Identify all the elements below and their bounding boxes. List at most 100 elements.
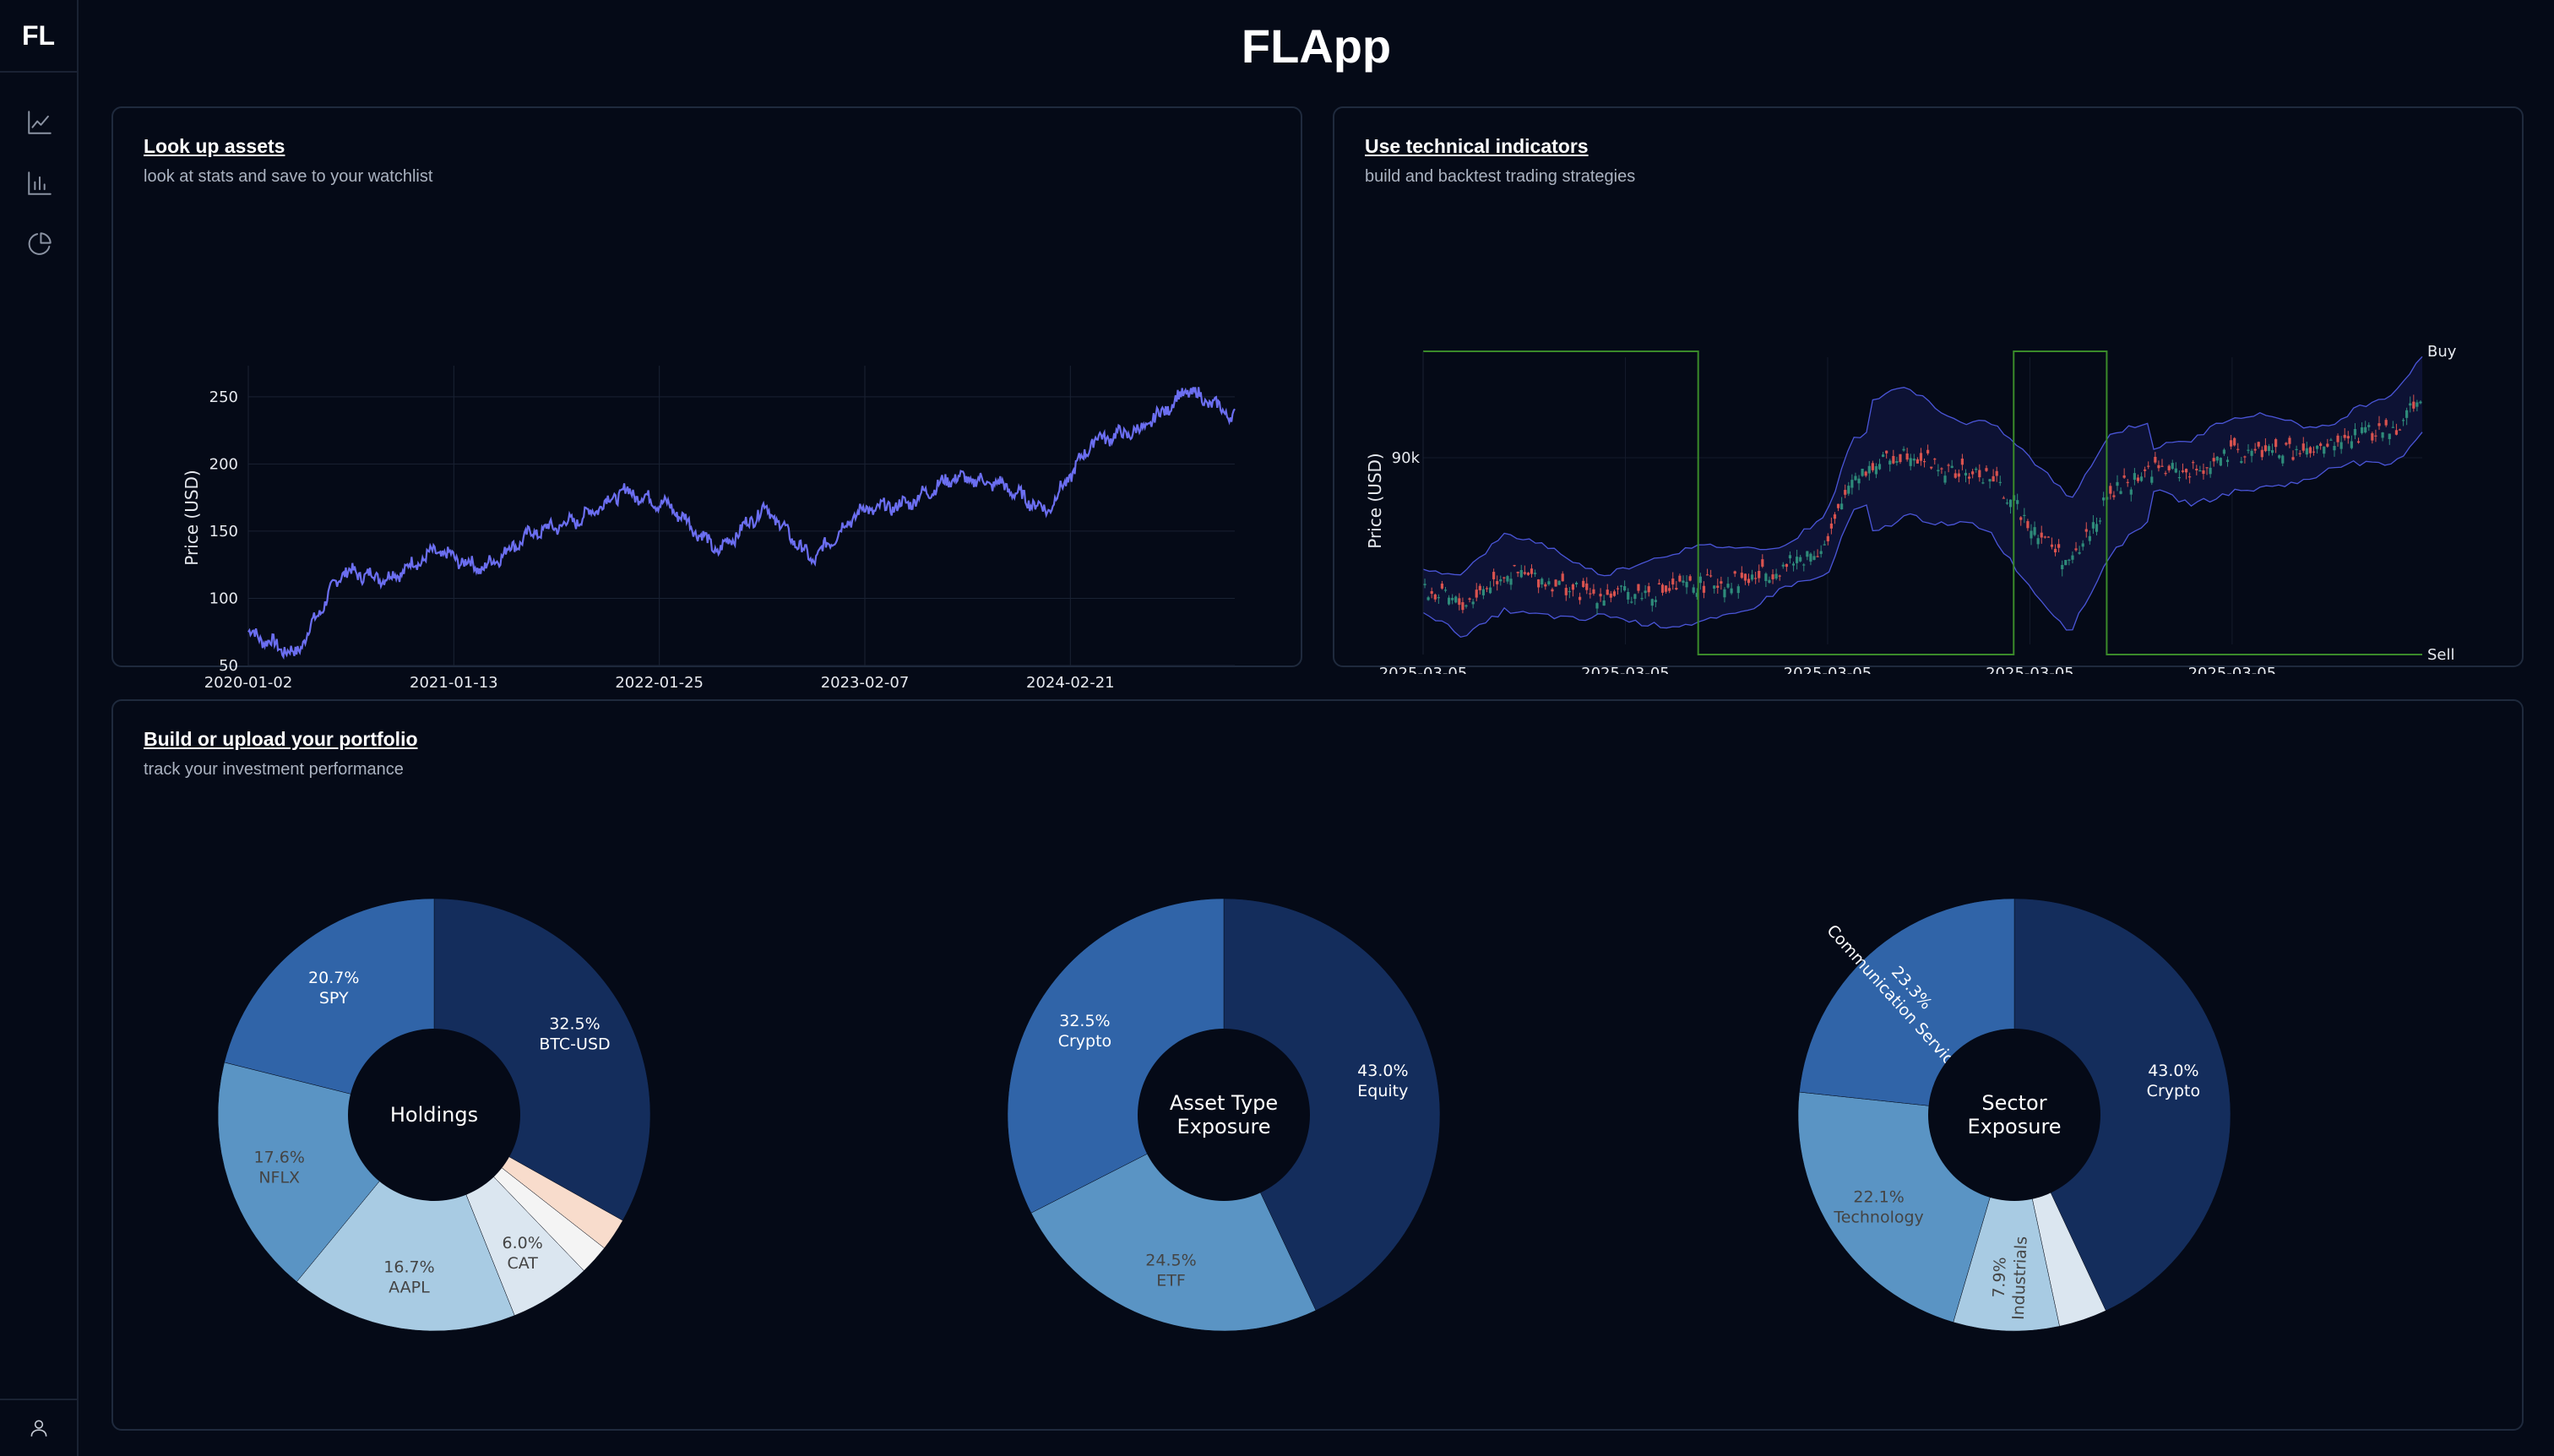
- pie-slice-label: 32.5% Crypto: [1058, 1012, 1111, 1051]
- candle-body: [2019, 517, 2023, 520]
- candle-body: [1844, 490, 1847, 495]
- candle-body: [1826, 535, 1829, 541]
- candle-body: [1881, 454, 1885, 457]
- asset-type-donut-chart[interactable]: 43.0% Equity 24.5% ETF 32.5% Crypto Asset Type…: [970, 861, 1477, 1368]
- donut-center-label: Asset Type: [1170, 1091, 1278, 1115]
- price-line-chart[interactable]: 50 100 150 200 250 2020-01-02 2021-01-13 2022-0…: [130, 260, 1287, 699]
- candle-body: [1943, 475, 1947, 483]
- candle-body: [2312, 451, 2316, 453]
- user-menu[interactable]: [0, 1399, 77, 1456]
- candle-body: [2263, 445, 2267, 452]
- candle-body: [1874, 466, 1878, 475]
- candle-body: [1705, 574, 1709, 576]
- candle-body: [2319, 443, 2323, 446]
- candle-body: [1905, 453, 1909, 460]
- candle-body: [1899, 454, 1902, 463]
- candle-body: [1654, 600, 1657, 602]
- pie-slice: [1223, 898, 1441, 1311]
- candle-body: [2167, 465, 2171, 470]
- candle-body: [2109, 486, 2112, 494]
- candle-body: [2250, 450, 2253, 456]
- pie-chart-icon[interactable]: [25, 230, 54, 258]
- candle-body: [1585, 583, 1589, 590]
- x-tick-label: 2020-01-02: [204, 674, 293, 692]
- candle-body: [1771, 574, 1774, 579]
- lower-band-line: [1422, 432, 2423, 638]
- candle-body: [1788, 555, 1792, 559]
- candle-body: [1589, 593, 1592, 595]
- candle-body: [1496, 581, 1499, 584]
- candle-body: [2033, 527, 2036, 535]
- candle-body: [1975, 468, 1978, 470]
- pie-category-label: Technology: [1833, 1208, 1923, 1226]
- pie-category-label: Equity: [1357, 1082, 1408, 1100]
- user-icon[interactable]: [28, 1417, 50, 1439]
- candle-body: [2002, 497, 2005, 499]
- candle-body: [1568, 590, 1571, 593]
- candle-body: [2150, 476, 2154, 483]
- donut-center-label: Sector: [1981, 1091, 2046, 1115]
- candle-body: [1922, 460, 1926, 463]
- technical-card: Use technical indicators build and backt…: [1333, 106, 2524, 674]
- holdings-donut-chart[interactable]: 32.5% BTC-USD 6.0% CAT 16.7% AAPL 17.6% NFLX 20.…: [181, 861, 687, 1368]
- y-tick-label: 200: [209, 455, 238, 473]
- pie-category-label: ETF: [1156, 1272, 1186, 1290]
- pie-slice-label: 22.1% Technology: [1833, 1187, 1923, 1226]
- candle-body: [1471, 601, 1475, 605]
- pie-slice-label: 17.6% NFLX: [254, 1148, 305, 1187]
- candle-body: [1426, 597, 1430, 600]
- candle-body: [1774, 573, 1778, 579]
- line-chart-icon[interactable]: [25, 108, 54, 137]
- candle-body: [1985, 468, 1988, 471]
- donut-hole: [1928, 1029, 2100, 1201]
- candle-body: [1685, 581, 1688, 588]
- candle-body: [1892, 455, 1895, 464]
- candle-body: [2195, 469, 2198, 470]
- candle-body: [2112, 495, 2116, 497]
- pie-slice-label: 43.0% Equity: [1357, 1062, 1408, 1100]
- candle-body: [1571, 584, 1575, 590]
- bar-chart-icon[interactable]: [25, 169, 54, 198]
- candle-body: [2139, 476, 2144, 481]
- candle-body: [2339, 442, 2343, 449]
- candle-body: [2095, 524, 2099, 532]
- portfolio-card-title[interactable]: Build or upload your portfolio: [144, 728, 418, 750]
- app-logo[interactable]: FL: [0, 0, 77, 73]
- technical-card-title[interactable]: Use technical indicators: [1365, 135, 1589, 157]
- candle-body: [1871, 463, 1874, 470]
- assets-card-title[interactable]: Look up assets: [144, 135, 285, 157]
- candle-body: [2415, 402, 2419, 407]
- candle-body: [1733, 571, 1736, 574]
- candle-body: [1816, 556, 1819, 557]
- candle-body: [1912, 459, 1916, 461]
- candle-body: [2401, 420, 2405, 421]
- y-tick-label: 90k: [1392, 449, 1421, 467]
- candle-body: [1513, 565, 1516, 567]
- candle-body: [1533, 573, 1537, 574]
- candle-body: [1971, 471, 1975, 475]
- candle-body: [1819, 551, 1823, 554]
- candle-body: [1957, 473, 1960, 477]
- pie-percent-label: 7.9%: [1990, 1257, 2010, 1298]
- candle-body: [1895, 461, 1899, 463]
- candle-body: [1561, 573, 1564, 582]
- candle-body: [2346, 436, 2350, 439]
- candle-body: [1664, 585, 1668, 592]
- y-tick-label: 150: [209, 523, 238, 541]
- candle-body: [1861, 468, 1864, 476]
- candle-body: [2326, 443, 2329, 447]
- candle-body: [1574, 582, 1579, 584]
- candle-body: [1554, 579, 1557, 587]
- candle-body: [1544, 584, 1547, 587]
- app-title: FLApp: [1241, 19, 1392, 73]
- sector-donut-chart[interactable]: 43.0% Crypto 7.9% Industrials 22.1% Technolog…: [1761, 861, 2268, 1368]
- candle-body: [1778, 575, 1781, 577]
- candle-body: [2301, 443, 2305, 451]
- pie-slice-label: 6.0% CAT: [503, 1234, 543, 1273]
- candle-body: [2398, 429, 2402, 431]
- candle-body: [1695, 592, 1698, 597]
- candle-body: [2356, 441, 2361, 443]
- candle-body: [1451, 597, 1454, 600]
- candle-body: [1833, 514, 1837, 519]
